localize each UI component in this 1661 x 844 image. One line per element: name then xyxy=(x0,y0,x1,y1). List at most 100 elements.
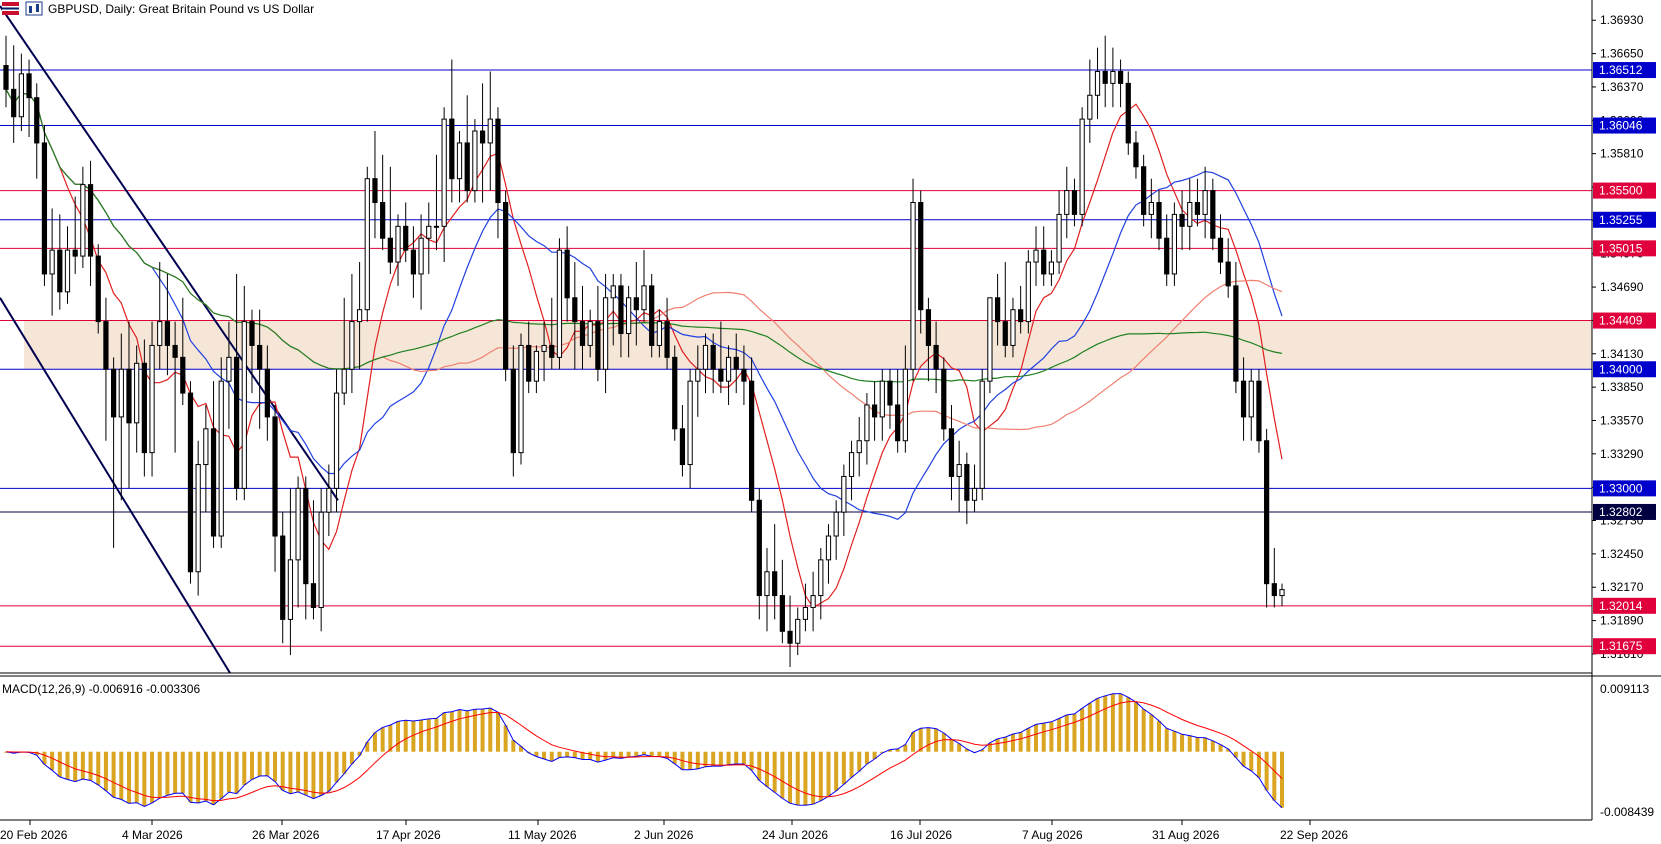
candle xyxy=(1079,107,1085,227)
candle-body xyxy=(572,297,578,323)
candle xyxy=(695,345,701,417)
channel-line[interactable] xyxy=(0,5,339,501)
candle xyxy=(756,488,762,620)
candle xyxy=(825,524,832,584)
macd-histogram-bar xyxy=(488,707,493,752)
macd-histogram-bar xyxy=(442,712,447,752)
candle-body xyxy=(49,249,55,275)
macd-histogram-bar xyxy=(1272,751,1277,801)
macd-label: MACD(12,26,9) -0.006916 -0.003306 xyxy=(2,682,200,696)
candle-body xyxy=(95,255,101,323)
macd-histogram-bar xyxy=(334,751,339,783)
main-panel[interactable] xyxy=(0,5,1592,674)
candle-body xyxy=(1102,70,1108,84)
candle-body xyxy=(464,142,470,192)
candle-body xyxy=(533,350,539,382)
candle xyxy=(541,321,547,382)
macd-histogram-bar xyxy=(1210,740,1215,752)
date-tick-label: 11 May 2026 xyxy=(508,828,577,842)
level-badge xyxy=(1593,361,1656,378)
candle xyxy=(472,119,478,203)
candle-body xyxy=(587,321,593,346)
candle-body xyxy=(364,178,370,311)
candle-body xyxy=(1194,201,1201,215)
macd-histogram-bar xyxy=(80,751,85,779)
candles-icon[interactable] xyxy=(25,1,43,16)
macd-histogram-bar xyxy=(926,727,931,752)
trend-channel-layer[interactable] xyxy=(0,5,339,674)
macd-histogram-bar xyxy=(688,751,693,770)
candle-body xyxy=(87,184,94,257)
candle xyxy=(1141,154,1147,227)
macd-histogram-bar xyxy=(788,751,793,804)
candle-body xyxy=(134,362,140,424)
candle xyxy=(679,404,686,477)
macd-histogram-bar xyxy=(626,751,631,757)
candle xyxy=(1025,250,1031,334)
macd-histogram-bar xyxy=(903,744,908,752)
level-badges: 1.36512 1.36046 1.35500 1.35255 1.35015 1.344… xyxy=(1593,62,1656,655)
candle xyxy=(587,309,593,358)
macd-histogram-bar xyxy=(165,751,170,796)
candle xyxy=(1202,166,1208,239)
macd-histogram-bar xyxy=(396,721,401,752)
macd-histogram-bar xyxy=(180,751,185,794)
candle xyxy=(1179,190,1185,251)
macd-histogram-bar xyxy=(419,719,424,752)
candle xyxy=(664,297,670,370)
macd-histogram-bar xyxy=(403,720,408,752)
macd-histogram-bar xyxy=(1280,751,1284,808)
candle xyxy=(387,166,393,274)
horizontal-levels-layer[interactable] xyxy=(0,69,1592,647)
candle xyxy=(479,83,486,203)
channel-line[interactable] xyxy=(0,297,231,674)
price-tick-label: 1.36370 xyxy=(1600,80,1644,94)
macd-histogram-bar xyxy=(434,718,439,752)
candle-body xyxy=(387,237,393,263)
candle xyxy=(195,440,201,596)
macd-histogram-bar xyxy=(834,751,839,791)
candle xyxy=(787,595,793,668)
macd-histogram-bar xyxy=(1010,734,1015,752)
macd-histogram-bar xyxy=(934,728,939,752)
macd-histogram-bar xyxy=(134,751,139,803)
chart-title: GBPUSD, Daily: Great Britain Pound vs US… xyxy=(48,2,314,16)
candle-body xyxy=(333,392,340,489)
level-badge-label: 1.35015 xyxy=(1599,241,1643,255)
macd-histogram-bar xyxy=(288,751,293,794)
macd-histogram-bar xyxy=(211,751,216,805)
candle xyxy=(249,309,255,394)
candle-body xyxy=(1164,237,1170,275)
candle-body xyxy=(472,130,478,192)
flag-icon[interactable] xyxy=(2,2,19,15)
candle xyxy=(556,238,563,370)
candle xyxy=(1094,47,1101,120)
macd-histogram-bar xyxy=(342,751,347,774)
candle xyxy=(264,345,270,441)
macd-histogram-bar xyxy=(503,725,508,752)
macd-histogram-bar xyxy=(349,751,354,765)
price-tick-label: 1.35810 xyxy=(1600,147,1644,161)
candle-body xyxy=(310,583,317,608)
candle-body xyxy=(749,380,755,501)
candle-body xyxy=(918,201,924,311)
macd-panel[interactable] xyxy=(4,693,1284,809)
candle xyxy=(725,345,732,405)
candle-body xyxy=(556,249,563,358)
candle-body xyxy=(241,321,247,489)
candle-body xyxy=(395,225,401,263)
candle xyxy=(910,178,916,382)
candle xyxy=(487,71,493,191)
candle xyxy=(157,262,163,370)
candle-body xyxy=(1133,142,1139,168)
candle xyxy=(1233,262,1239,394)
candle xyxy=(979,369,985,501)
candle xyxy=(633,262,639,346)
macd-histogram-bar xyxy=(749,751,754,771)
macd-histogram-bar xyxy=(1264,751,1269,791)
date-tick-label: 4 Mar 2026 xyxy=(122,828,183,842)
candle-body xyxy=(987,297,993,382)
macd-histogram-bar xyxy=(572,751,577,758)
candle-body xyxy=(779,595,785,632)
